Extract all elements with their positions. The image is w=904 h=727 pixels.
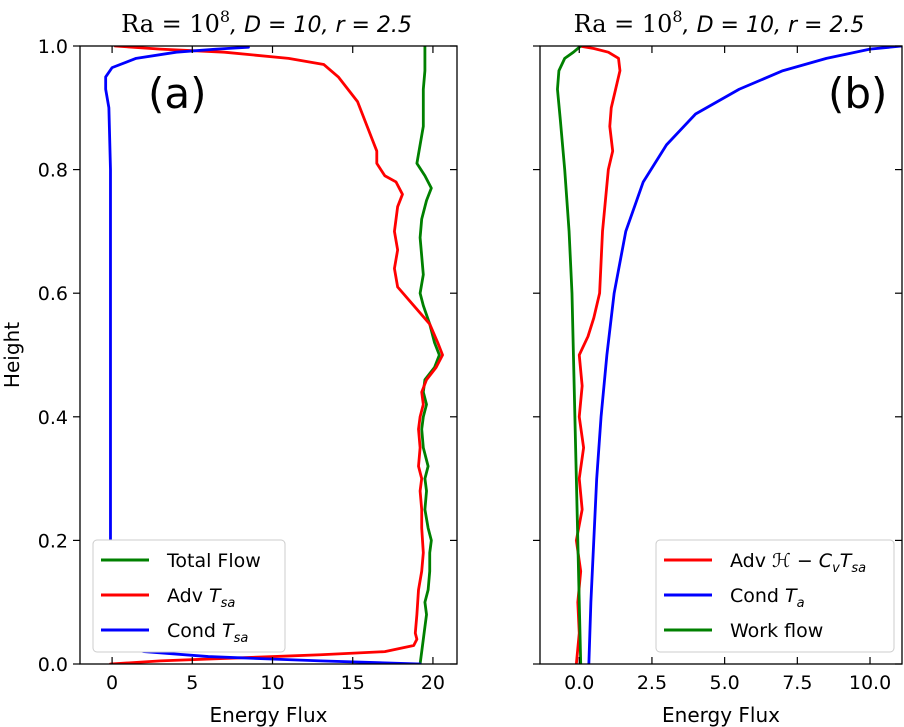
panel-label: (a) [148,69,207,118]
x-tick-label: 20 [421,672,445,694]
chart-title: Ra = 108, D = 10, r = 2.5 [574,7,865,38]
legend-label: Adv ℋ − CvTsa [730,550,866,576]
y-tick-label: 0.2 [38,530,68,552]
x-axis-label: Energy Flux [210,703,328,727]
x-tick-label: 10.0 [849,672,891,694]
chart-title: Ra = 108, D = 10, r = 2.5 [121,7,412,38]
legend-label: Work flow [730,620,823,642]
x-tick-label: 0 [106,672,118,694]
axes-frame [539,45,903,665]
y-tick-label: 0.6 [38,283,68,305]
x-tick-label: 7.5 [782,672,812,694]
series-line-work-flow [556,46,583,664]
x-tick-label: 10 [260,672,284,694]
legend-box [655,539,895,653]
chart-panel-2: 0.0 2.5 5.0 7.5 10.0 Energy Flux Ra = 108, D =… [533,7,903,727]
axes-frame [79,45,458,665]
legend-label: Total Flow [166,550,261,572]
legend: Total Flow Adv Tsa Cond Tsa [92,539,286,653]
x-tick-label: 0.0 [564,672,594,694]
y-tick-label: 1.0 [38,36,68,58]
y-tick-label: 0.4 [38,407,68,429]
legend-box [92,539,286,653]
series-line-total-flow [415,46,441,664]
legend: Adv ℋ − CvTsa Cond Ta Work flow [655,539,895,653]
series-line-cond-t-a [587,46,902,664]
y-tick-label: 0.0 [38,654,68,676]
x-tick-label: 2.5 [637,672,667,694]
x-axis-label: Energy Flux [662,703,780,727]
legend-label: Cond Ta [730,585,805,611]
panel-label: (b) [828,69,887,118]
y-tick-label: 0.8 [38,160,68,182]
series-line-adv-h-c-v-t-sa [574,46,622,664]
x-tick-label: 5.0 [710,672,740,694]
y-axis-label: Height [0,322,24,388]
chart-panel-1: 0 5 10 15 20 0.0 0.2 0.4 0.6 0.8 1.0 Energy Flux Hei… [0,7,458,727]
x-tick-label: 5 [186,672,198,694]
legend-label: Adv Tsa [167,585,235,611]
series-line-adv-t-sa [109,46,444,664]
legend-label: Cond Tsa [167,620,248,646]
x-tick-label: 15 [341,672,365,694]
